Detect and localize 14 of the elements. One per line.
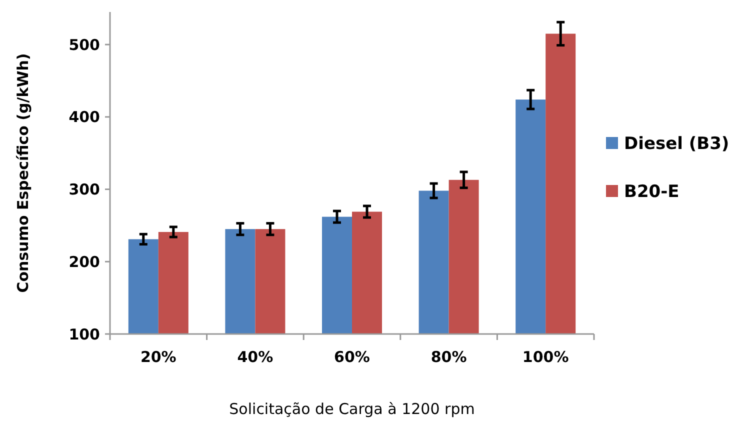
x-axis-title: Solicitação de Carga à 1200 rpm: [229, 400, 475, 418]
y-tick-label: 300: [68, 180, 100, 199]
x-tick-label: 40%: [237, 348, 274, 366]
legend-label: Diesel (B3): [624, 134, 730, 154]
y-tick-label: 100: [68, 325, 100, 344]
y-tick-label: 200: [68, 252, 100, 271]
y-tick-label: 500: [68, 36, 100, 54]
x-tick-label: 60%: [334, 348, 370, 366]
y-tick-label: 400: [68, 108, 100, 126]
y-axis-title: Consumo Específico (g/kWh): [14, 53, 32, 293]
x-tick-label: 100%: [522, 348, 569, 366]
x-tick-label: 20%: [140, 348, 176, 366]
legend-label: B20-E: [624, 182, 680, 202]
x-tick-label: 80%: [430, 348, 467, 366]
